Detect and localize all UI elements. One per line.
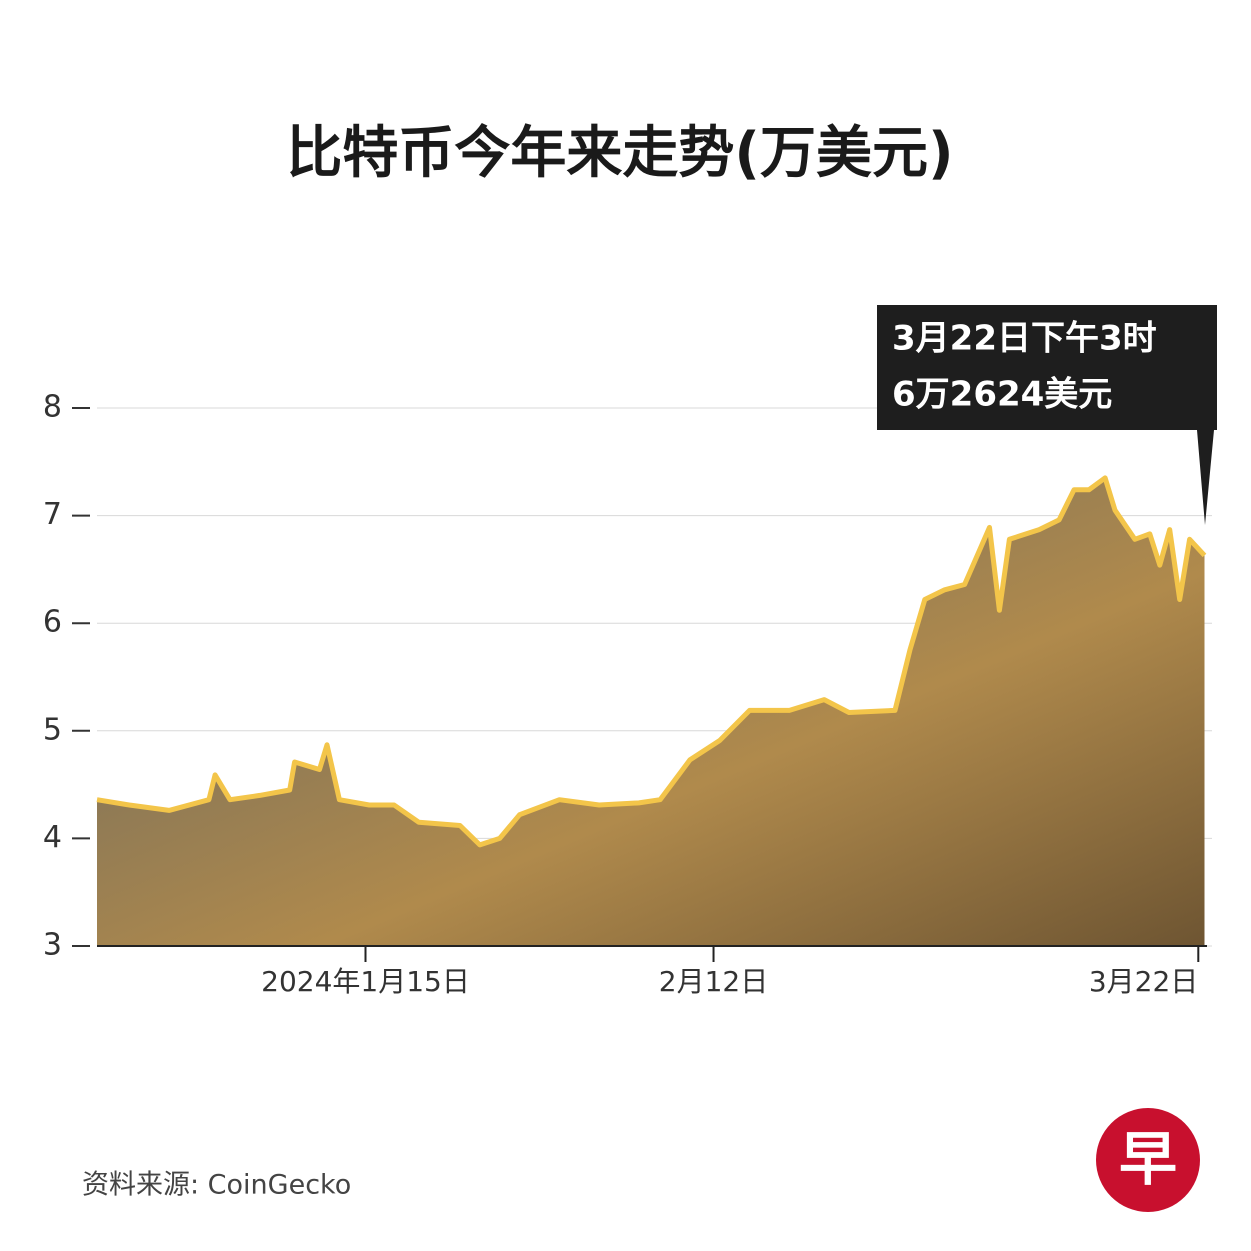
y-tick-label: 7 [43,497,62,532]
source: 资料来源: CoinGecko [82,1170,351,1201]
logo: 早 [1119,1125,1177,1193]
chart-title: 比特币今年来走势(万美元) [286,121,953,186]
x-tick-label: 2月12日 [659,965,768,998]
y-tick-label: 3 [43,928,62,963]
x-tick-label: 2024年1月15日 [261,965,470,998]
line [96,475,1207,848]
y-tick-label: 5 [43,712,62,747]
y-tick-label: 8 [43,390,62,425]
annotation-line: 6万2624美元 [892,375,1112,415]
y-tick-label: 6 [43,605,62,640]
y-tick-label: 4 [43,820,62,855]
x-tick-label: 3月22日 [1089,965,1198,998]
annotation-box [877,305,1217,525]
annotation: 3月22日下午3时 6万2624美元 [877,305,1217,525]
area [97,477,1205,946]
logo-circle [1096,1108,1200,1212]
annotation-line: 3月22日下午3时 [892,319,1157,359]
